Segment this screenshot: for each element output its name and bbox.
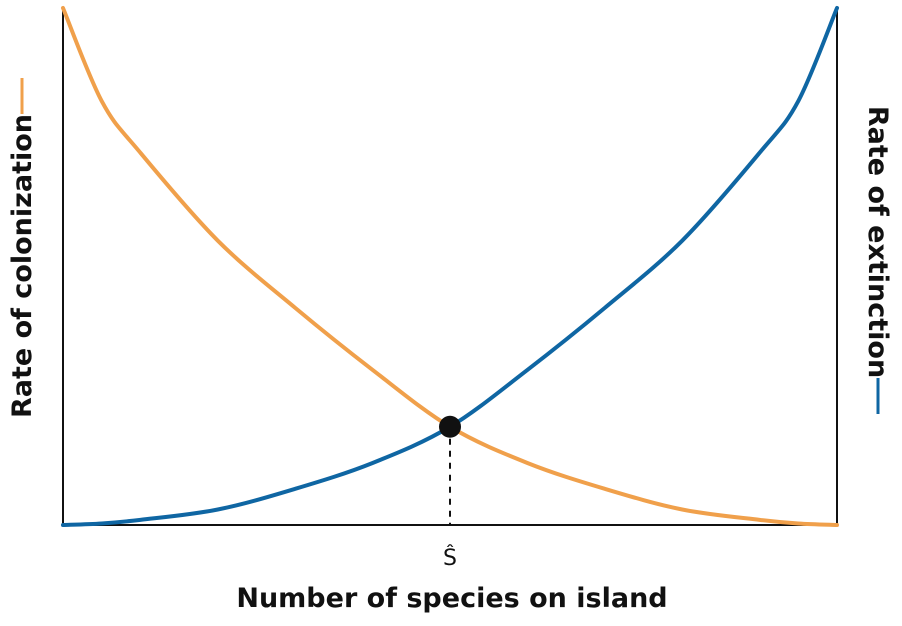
- rate-of-extinction-curve: [61, 6, 839, 527]
- equilibrium-point: [439, 415, 461, 438]
- x-axis-title: Number of species on island: [236, 583, 667, 614]
- rate-of-colonization-curve: [61, 6, 839, 527]
- x-tick-label-s-hat: Ŝ: [443, 545, 457, 571]
- left-axis-title: Rate of colonization: [7, 114, 38, 418]
- left-axis-title-group: Rate of colonization: [7, 78, 38, 418]
- plot-area: [62, 8, 838, 526]
- right-axis-title: Rate of extinction: [862, 106, 893, 378]
- series-layer: [61, 6, 839, 527]
- right-axis-title-group: Rate of extinction: [862, 106, 893, 414]
